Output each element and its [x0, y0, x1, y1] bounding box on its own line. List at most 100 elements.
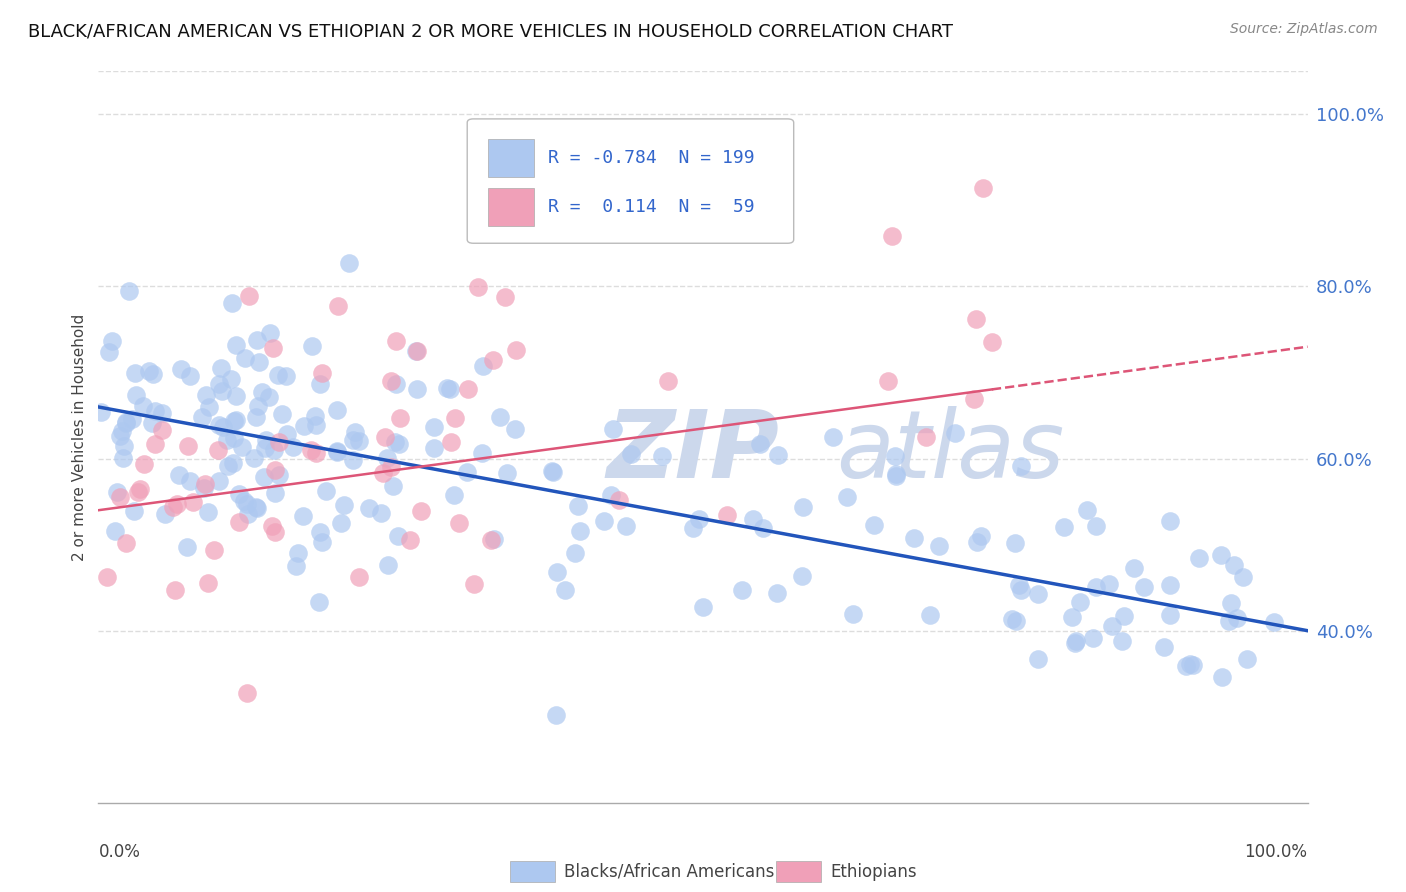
- Point: [231, 440, 253, 454]
- Point: [489, 409, 512, 424]
- Point: [554, 582, 576, 597]
- Point: [385, 334, 408, 349]
- Point: [384, 434, 406, 449]
- Point: [1188, 551, 1211, 566]
- Point: [1232, 570, 1254, 584]
- Point: [436, 381, 458, 395]
- Point: [219, 372, 242, 386]
- Point: [263, 442, 285, 457]
- Point: [194, 477, 217, 491]
- Point: [1028, 651, 1050, 665]
- Point: [972, 181, 994, 195]
- Point: [593, 514, 616, 528]
- Point: [382, 479, 405, 493]
- Point: [970, 529, 993, 543]
- Point: [1004, 614, 1026, 628]
- Point: [965, 312, 987, 326]
- Point: [111, 451, 134, 466]
- Point: [142, 368, 165, 382]
- Point: [276, 427, 298, 442]
- Point: [179, 368, 201, 383]
- Point: [143, 437, 166, 451]
- Point: [90, 404, 112, 418]
- Point: [1153, 640, 1175, 654]
- Point: [1159, 578, 1181, 592]
- Point: [915, 430, 938, 444]
- Point: [114, 415, 136, 429]
- Point: [1026, 587, 1049, 601]
- Point: [193, 481, 215, 495]
- Point: [546, 708, 568, 723]
- Point: [207, 442, 229, 457]
- Point: [614, 519, 637, 533]
- Point: [439, 382, 461, 396]
- Point: [284, 558, 307, 573]
- Point: [1004, 535, 1026, 549]
- Point: [741, 512, 763, 526]
- Point: [886, 468, 908, 483]
- Point: [1211, 670, 1233, 684]
- Point: [405, 383, 427, 397]
- Point: [546, 565, 568, 579]
- Point: [217, 459, 239, 474]
- Point: [405, 343, 427, 358]
- Point: [228, 487, 250, 501]
- Point: [264, 462, 287, 476]
- FancyBboxPatch shape: [509, 862, 555, 882]
- Point: [456, 466, 478, 480]
- Point: [276, 369, 298, 384]
- Point: [246, 333, 269, 347]
- Point: [118, 284, 141, 298]
- Point: [97, 344, 120, 359]
- Point: [1159, 607, 1181, 622]
- Text: BLACK/AFRICAN AMERICAN VS ETHIOPIAN 2 OR MORE VEHICLES IN HOUSEHOLD CORRELATION : BLACK/AFRICAN AMERICAN VS ETHIOPIAN 2 OR…: [28, 22, 953, 40]
- Point: [309, 524, 332, 539]
- Point: [405, 343, 427, 358]
- Point: [208, 474, 231, 488]
- Point: [1053, 520, 1076, 534]
- Point: [387, 529, 409, 543]
- Point: [1111, 633, 1133, 648]
- Point: [342, 433, 364, 447]
- Point: [292, 418, 315, 433]
- Point: [388, 411, 411, 425]
- Point: [1226, 611, 1249, 625]
- Point: [222, 430, 245, 444]
- FancyBboxPatch shape: [776, 862, 821, 882]
- Point: [966, 535, 988, 549]
- Point: [165, 582, 187, 597]
- Point: [225, 413, 247, 427]
- Point: [692, 599, 714, 614]
- Point: [194, 388, 217, 402]
- Point: [457, 383, 479, 397]
- Point: [602, 422, 624, 436]
- Point: [104, 524, 127, 538]
- Point: [105, 484, 128, 499]
- Point: [423, 441, 446, 455]
- Point: [399, 533, 422, 548]
- Point: [443, 488, 465, 502]
- Text: 100.0%: 100.0%: [1244, 843, 1308, 861]
- Point: [111, 424, 134, 438]
- Point: [291, 509, 314, 524]
- Point: [247, 355, 270, 369]
- Point: [463, 577, 485, 591]
- Point: [444, 410, 467, 425]
- Point: [837, 491, 859, 505]
- Point: [380, 374, 402, 388]
- Point: [1085, 580, 1108, 594]
- Point: [1181, 657, 1204, 672]
- Point: [221, 295, 243, 310]
- Point: [326, 402, 349, 417]
- Point: [620, 446, 643, 460]
- Point: [211, 419, 233, 434]
- Point: [281, 440, 304, 454]
- Point: [127, 484, 149, 499]
- Point: [155, 507, 177, 521]
- Point: [1236, 651, 1258, 665]
- Point: [1178, 657, 1201, 671]
- Point: [108, 429, 131, 443]
- Point: [748, 436, 770, 450]
- Point: [980, 335, 1002, 350]
- Point: [114, 417, 136, 431]
